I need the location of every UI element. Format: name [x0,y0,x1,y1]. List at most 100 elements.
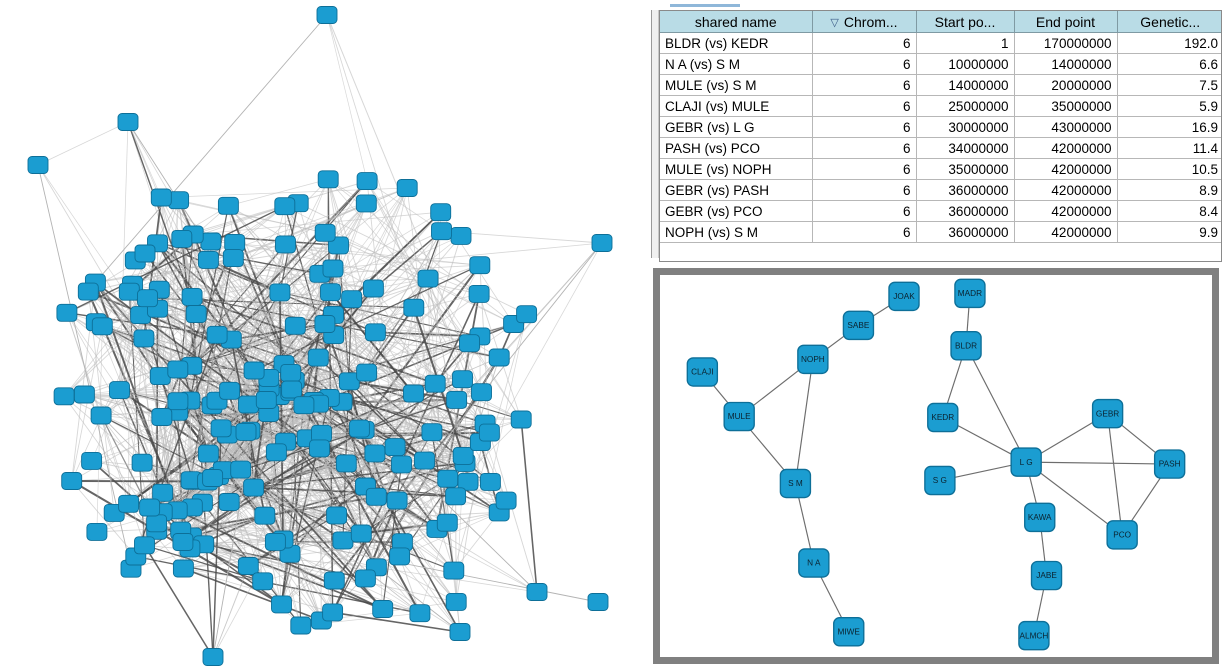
hairball-edge[interactable] [207,370,255,454]
hairball-node[interactable] [217,196,239,215]
hairball-edge[interactable] [319,264,480,275]
hairball-node[interactable] [403,384,424,403]
subnetwork-node[interactable]: CLAJI [686,357,719,387]
table-row[interactable]: GEBR (vs) L G 6 30000000 43000000 16.9 [660,116,1221,138]
hairball-edge[interactable] [216,230,442,336]
cell-start_point[interactable]: 36000000 [916,200,1015,222]
hairball-node[interactable] [280,363,302,382]
cell-chromosome[interactable]: 6 [812,116,917,138]
subnetwork-node[interactable]: S M [779,468,812,499]
cell-chromosome[interactable]: 6 [812,200,917,222]
hairball-edge[interactable] [71,326,103,482]
hairball-node[interactable] [91,317,113,336]
cell-shared_name[interactable]: PASH (vs) PCO [660,137,813,159]
hairball-node[interactable] [118,494,140,513]
hairball-node[interactable] [386,491,408,510]
cell-genetic[interactable]: 8.9 [1117,179,1221,201]
column-header-shared_name[interactable]: shared name [660,11,813,33]
hairball-edge[interactable] [95,14,328,283]
hairball-edge[interactable] [228,205,464,457]
cell-start_point[interactable]: 34000000 [916,137,1015,159]
hairball-edge[interactable] [88,291,230,392]
edge-table-scroll-area[interactable]: shared name ▽ Chrom... Start po... End point… [659,10,1222,262]
hairball-node[interactable] [356,172,378,191]
hairball-edge[interactable] [37,121,129,166]
cell-genetic[interactable]: 7.5 [1117,74,1221,96]
column-header-start_point[interactable]: Start po... [916,11,1015,33]
subnetwork-edge[interactable] [1026,461,1170,465]
hairball-edge[interactable] [127,121,194,235]
hairball-node[interactable] [131,453,153,472]
hairball-edge[interactable] [144,205,285,254]
hairball-edge[interactable] [453,512,500,571]
hairball-node[interactable] [314,315,336,333]
hairball-node[interactable] [252,572,274,591]
column-header-chromosome[interactable]: ▽ Chrom... [812,11,917,33]
hairball-edge[interactable] [212,244,286,658]
hairball-node[interactable] [322,259,344,278]
hairball-edge[interactable] [95,282,145,339]
hairball-edge[interactable] [119,387,270,391]
hairball-node[interactable] [117,113,139,131]
hairball-node[interactable] [587,593,609,611]
hairball-network-graph[interactable] [0,0,645,669]
hairball-node[interactable] [133,329,155,348]
column-header-end_point[interactable]: End point [1014,11,1118,33]
hairball-edge[interactable] [376,399,457,498]
hairball-edge[interactable] [193,205,285,235]
table-row[interactable]: MULE (vs) S M 6 14000000 20000000 7.5 [660,74,1221,96]
hairball-edge[interactable] [66,312,120,391]
hairball-node[interactable] [437,469,459,488]
hairball-node[interactable] [222,249,244,268]
subnetwork-node[interactable]: GEBR [1091,398,1124,429]
hairball-edge[interactable] [285,244,480,266]
hairball-edge[interactable] [282,307,415,540]
hairball-node[interactable] [307,348,329,367]
hairball-node[interactable] [468,284,490,303]
hairball-node[interactable] [443,561,465,580]
subnetwork-edge[interactable] [965,345,1027,463]
hairball-edge[interactable] [177,369,209,454]
hairball-node[interactable] [323,571,345,590]
subnetwork-edge[interactable] [1025,461,1123,536]
cell-chromosome[interactable]: 6 [812,158,917,180]
cell-shared_name[interactable]: GEBR (vs) L G [660,116,813,138]
hairball-node[interactable] [243,361,265,380]
hairball-node[interactable] [134,536,155,555]
hairball-edge[interactable] [488,432,538,593]
hairball-node[interactable] [459,334,480,353]
hairball-edge[interactable] [431,432,455,571]
cell-shared_name[interactable]: MULE (vs) S M [660,74,813,96]
hairball-node[interactable] [172,559,194,578]
cell-start_point[interactable]: 36000000 [916,221,1015,243]
hairball-edge[interactable] [212,541,276,658]
hairball-node[interactable] [332,531,354,550]
main-network-view[interactable] [0,0,645,669]
hairball-edge[interactable] [456,399,464,456]
subnetwork-node[interactable]: JOAK [888,281,920,312]
hairball-edge[interactable] [325,232,480,295]
hairball-node[interactable] [478,423,500,442]
hairball-node[interactable] [316,6,338,24]
hairball-edge[interactable] [37,164,132,569]
hairball-node[interactable] [56,303,78,322]
cell-genetic[interactable]: 5.9 [1117,95,1221,117]
hairball-edge[interactable] [135,401,179,557]
hairball-node[interactable] [364,444,386,463]
hairball-edge[interactable] [364,393,414,579]
subnetwork-node[interactable]: MADR [954,278,986,309]
table-row[interactable]: N A (vs) S M 6 10000000 14000000 6.6 [660,53,1221,75]
hairball-node[interactable] [218,493,240,511]
cell-end_point[interactable]: 42000000 [1014,200,1118,222]
hairball-edge[interactable] [413,307,457,497]
hairball-node[interactable] [322,603,344,622]
hairball-node[interactable] [350,524,372,543]
hairball-edge[interactable] [374,212,442,454]
hairball-edge[interactable] [228,205,374,289]
hairball-edge[interactable] [253,357,319,488]
hairball-edge[interactable] [216,180,368,336]
hairball-node[interactable] [341,290,363,309]
table-row[interactable]: PASH (vs) PCO 6 34000000 42000000 11.4 [660,137,1221,159]
hairball-node[interactable] [317,170,339,189]
cell-start_point[interactable]: 10000000 [916,53,1015,75]
